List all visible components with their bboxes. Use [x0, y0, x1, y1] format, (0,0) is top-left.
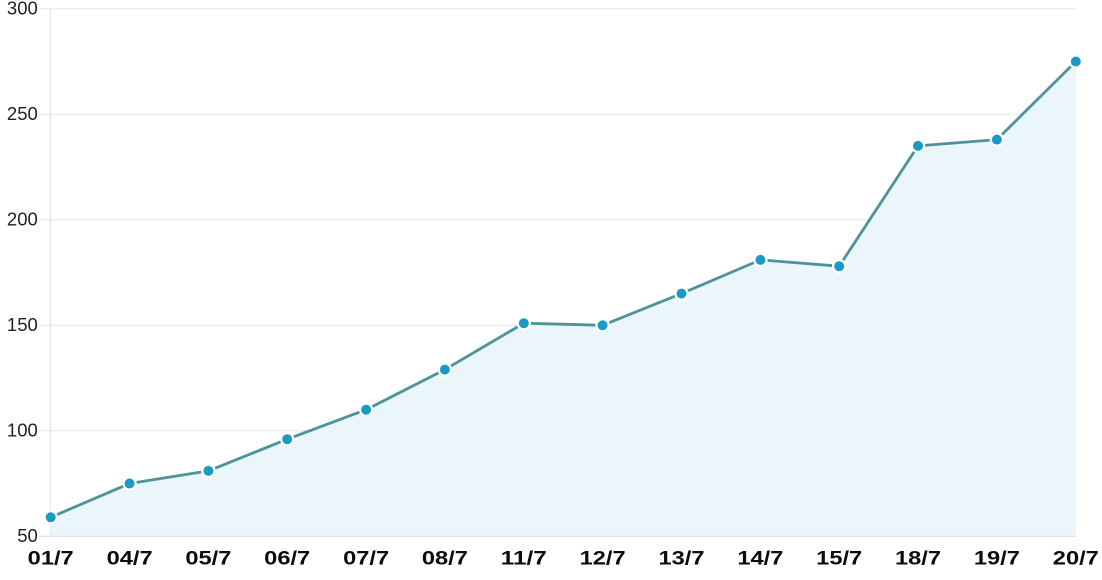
svg-text:19/7: 19/7: [974, 548, 1020, 570]
svg-text:12/7: 12/7: [580, 548, 626, 570]
svg-text:300: 300: [7, 0, 38, 18]
svg-text:07/7: 07/7: [343, 548, 389, 570]
svg-text:250: 250: [7, 103, 38, 124]
svg-text:200: 200: [7, 208, 38, 229]
svg-text:04/7: 04/7: [107, 548, 153, 570]
svg-text:20/7: 20/7: [1053, 548, 1099, 570]
svg-text:08/7: 08/7: [422, 548, 468, 570]
svg-text:100: 100: [7, 419, 38, 440]
svg-text:18/7: 18/7: [895, 548, 941, 570]
svg-text:01/7: 01/7: [28, 548, 74, 570]
svg-text:05/7: 05/7: [185, 548, 231, 570]
svg-text:50: 50: [17, 525, 38, 546]
svg-text:11/7: 11/7: [501, 548, 547, 570]
svg-text:14/7: 14/7: [737, 548, 783, 570]
svg-text:06/7: 06/7: [264, 548, 310, 570]
svg-text:150: 150: [7, 314, 38, 335]
svg-text:15/7: 15/7: [816, 548, 862, 570]
svg-text:13/7: 13/7: [659, 548, 705, 570]
